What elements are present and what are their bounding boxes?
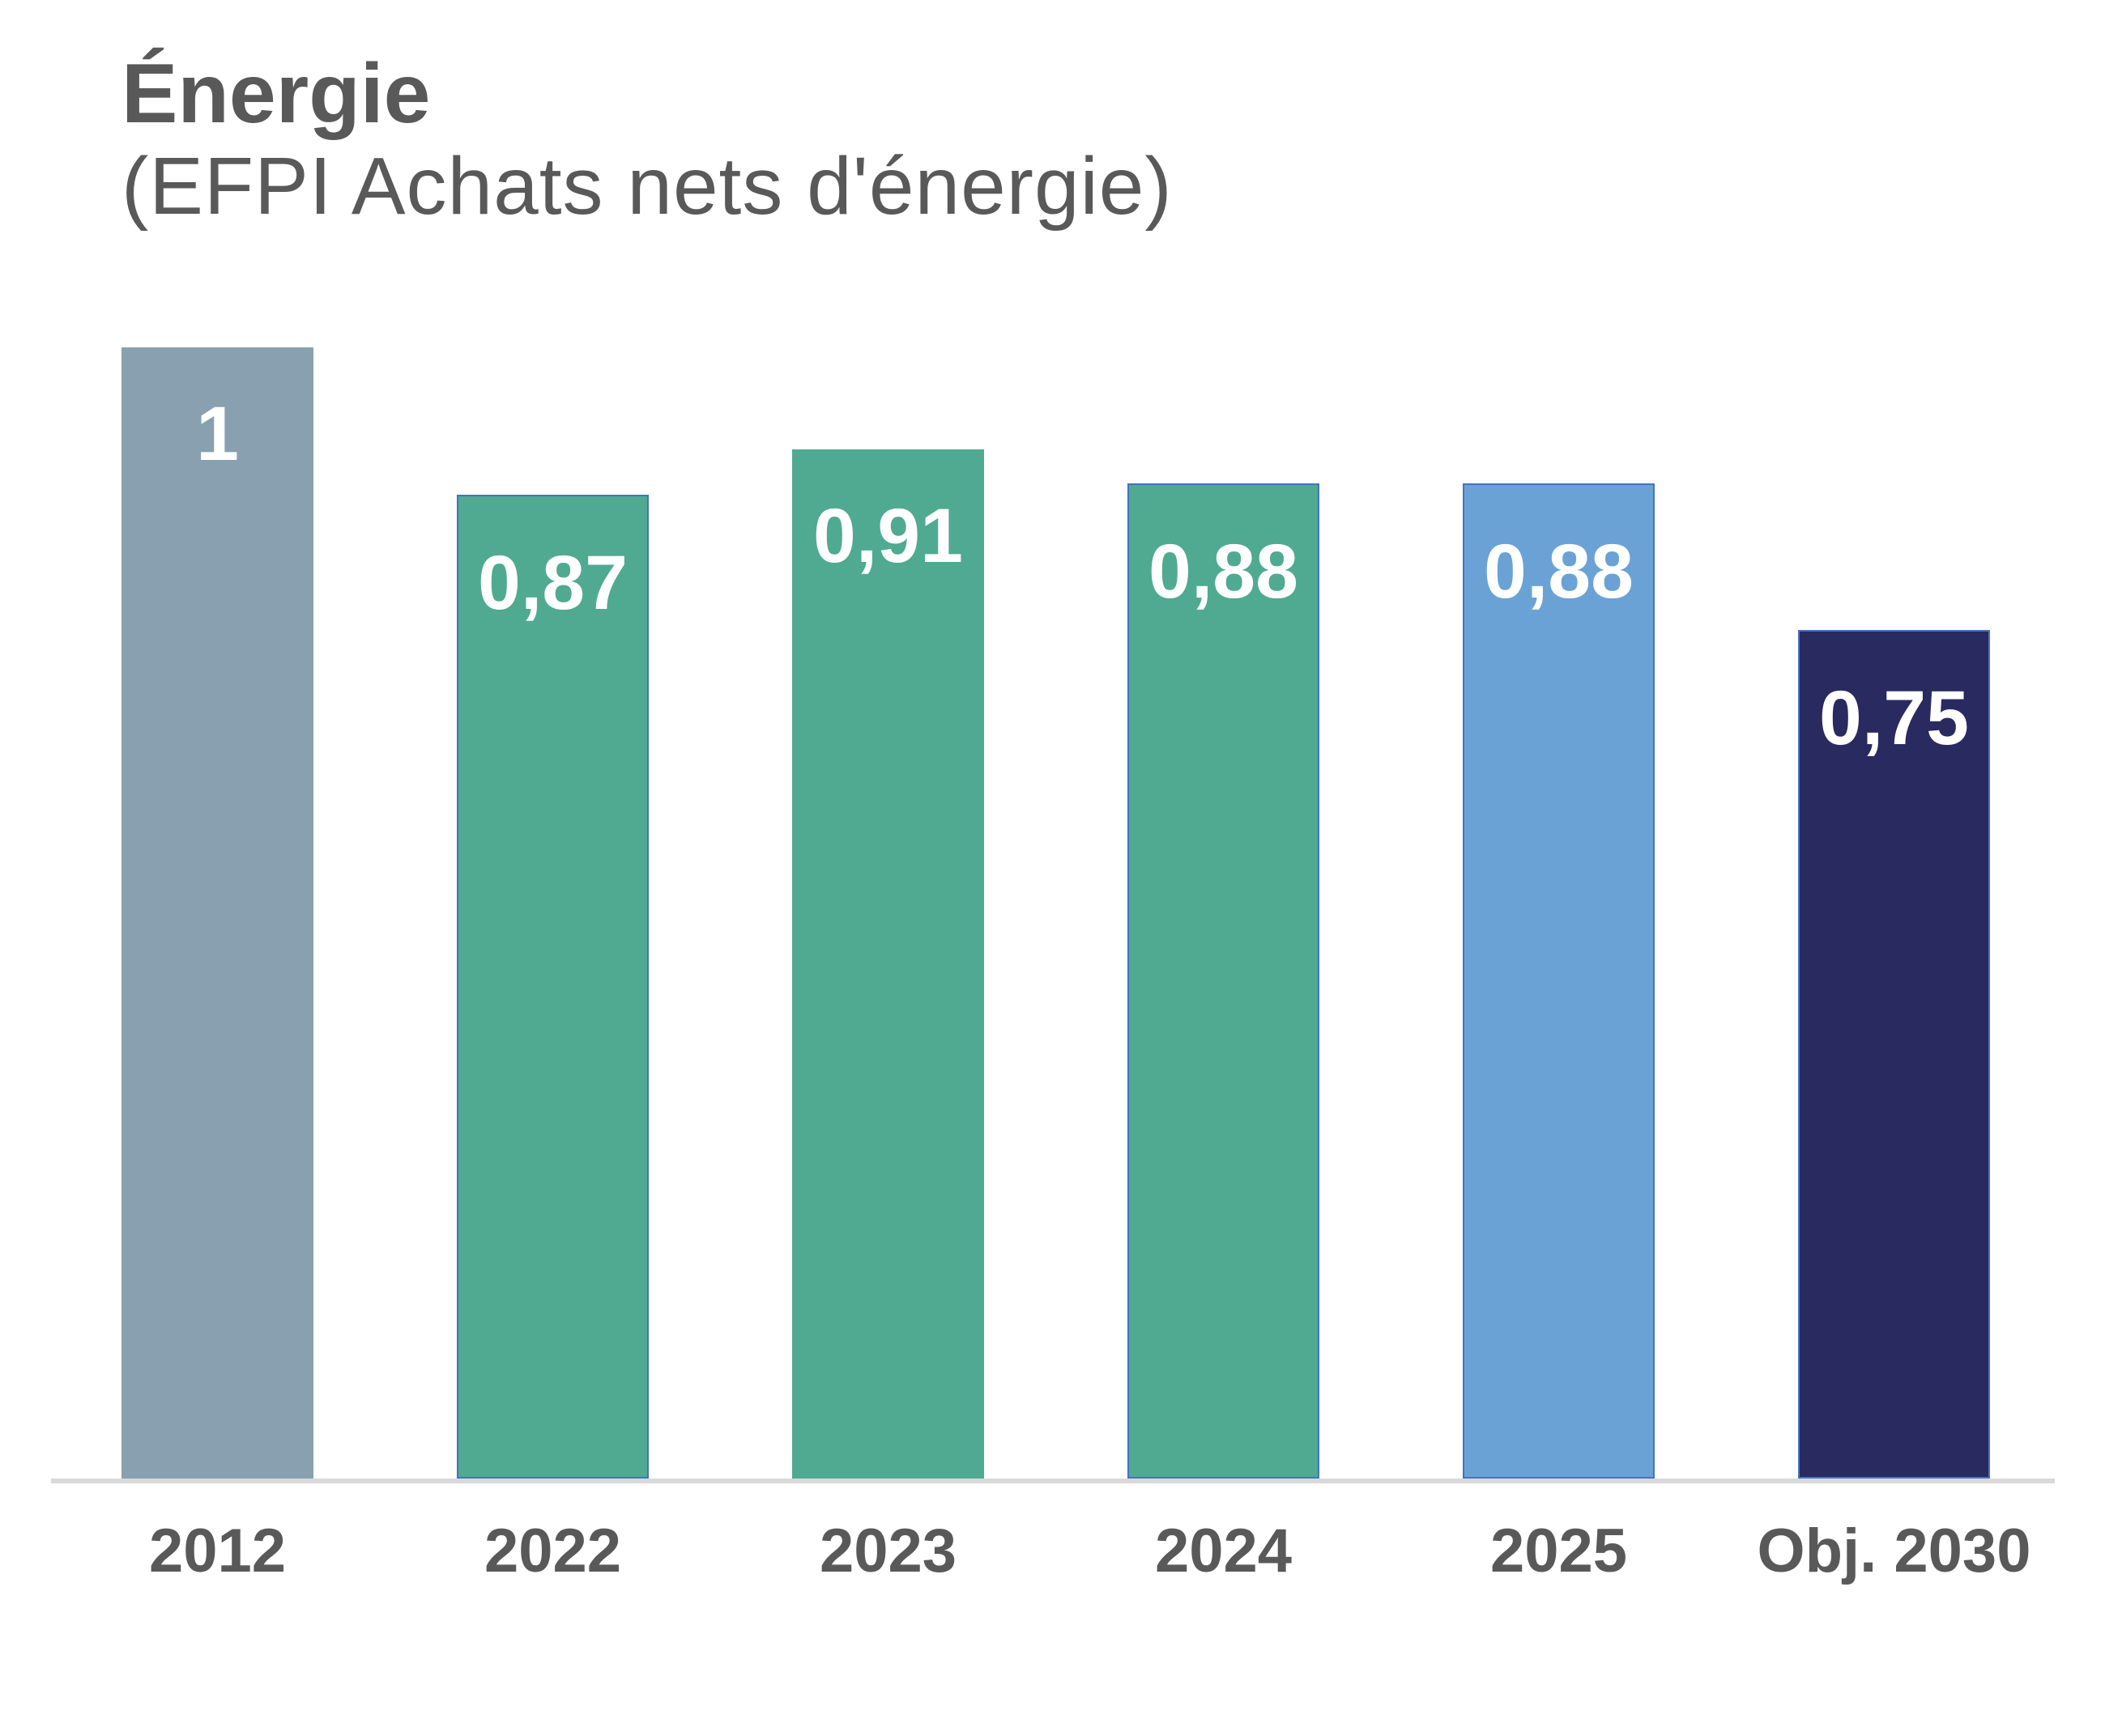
bar-2012: 1 [121, 347, 313, 1479]
bar-value-label: 0,87 [478, 540, 628, 626]
chart-title: Énergie [121, 47, 431, 141]
bar-obj-2030: 0,75 [1798, 630, 1990, 1479]
bar-2024: 0,88 [1127, 483, 1319, 1479]
x-axis-label: 2025 [1489, 1517, 1628, 1585]
chart-header: Énergie (EFPI Achats nets d'énergie) [121, 47, 1173, 232]
bar-value-label: 0,88 [1484, 529, 1634, 615]
x-axis-label: 2022 [484, 1517, 622, 1585]
x-axis-label: Obj. 2030 [1757, 1517, 2031, 1585]
bar-2022: 0,87 [457, 495, 649, 1479]
x-axis-line [51, 1479, 2055, 1483]
bar-2023: 0,91 [792, 449, 984, 1479]
bar-2025: 0,88 [1463, 483, 1655, 1479]
x-axis-label: 2012 [148, 1517, 287, 1585]
x-axis-label: 2023 [819, 1517, 957, 1585]
x-axis-label: 2024 [1154, 1517, 1293, 1585]
bar-value-label: 0,88 [1148, 529, 1298, 615]
bar-value-label: 0,91 [813, 493, 963, 579]
bar-value-label: 1 [196, 391, 239, 477]
chart-subtitle: (EFPI Achats nets d'énergie) [121, 141, 1173, 232]
bar-value-label: 0,75 [1819, 675, 1969, 761]
